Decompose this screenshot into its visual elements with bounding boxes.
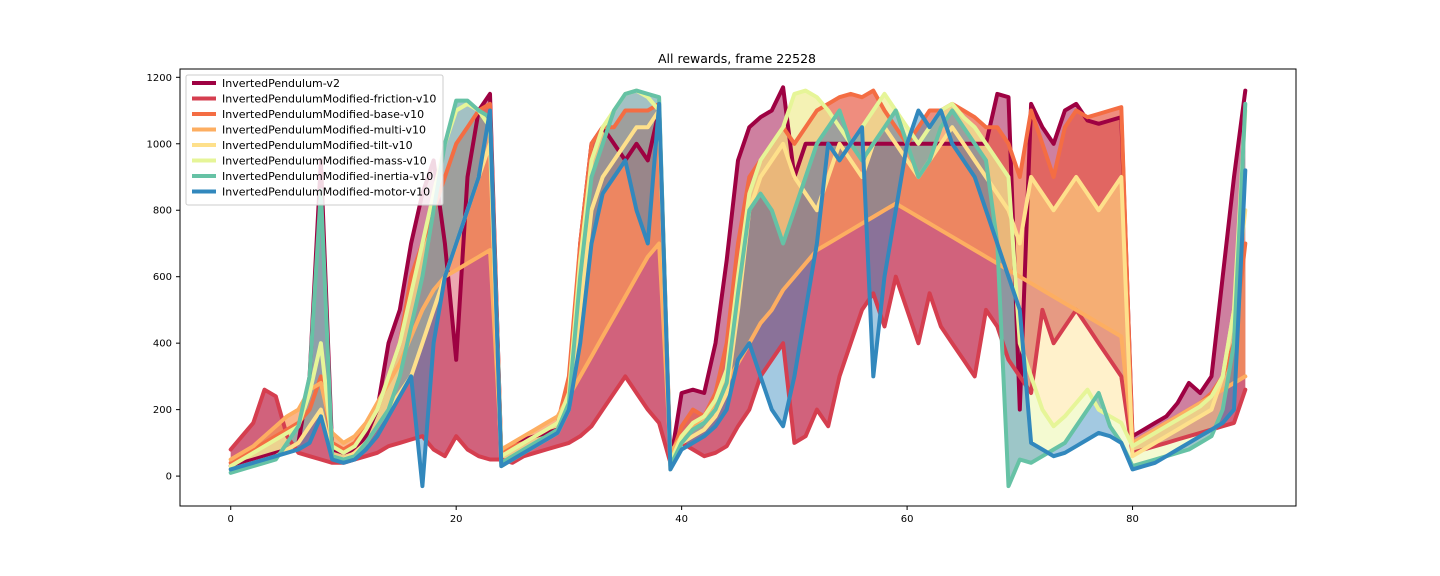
y-tick-label: 600 [153,272,172,283]
y-tick-label: 0 [166,472,172,483]
series-lines [228,85,1248,489]
legend-label: InvertedPendulumModified-tilt-v10 [222,139,413,152]
plot-frame [179,68,1297,507]
y-tick-label: 1000 [147,139,172,150]
legend-label: InvertedPendulumModified-motor-v10 [222,186,430,199]
legend-label: InvertedPendulumModified-inertia-v10 [222,170,433,183]
legend-label: InvertedPendulumModified-friction-v10 [222,93,436,106]
legend-label: InvertedPendulumModified-multi-v10 [222,124,426,137]
series-line-6 [228,88,1248,489]
y-tick-label: 800 [153,206,172,217]
chart-title: All rewards, frame 22528 [658,51,816,66]
y-tick-label: 400 [153,339,172,350]
legend-box [185,74,444,206]
x-axis: 0 20 40 60 80 [228,506,1139,525]
y-tick-label: 200 [153,405,172,416]
x-tick-label: 80 [1126,514,1139,525]
x-tick-label: 40 [675,514,688,525]
y-tick-label: 1200 [147,73,172,84]
x-tick-label: 60 [901,514,914,525]
series-line-7 [228,101,1248,489]
legend-label: InvertedPendulum-v2 [222,77,340,90]
y-axis: 0 200 400 600 800 1000 1200 [147,73,180,483]
series-line-5 [228,88,1248,469]
legend-label: InvertedPendulumModified-base-v10 [222,108,424,121]
legend-label: InvertedPendulumModified-mass-v10 [222,155,427,168]
x-tick-label: 0 [228,514,234,525]
series-line-0 [228,85,1248,469]
legend: InvertedPendulum-v2 InvertedPendulumModif… [185,74,444,206]
x-tick-label: 20 [450,514,463,525]
